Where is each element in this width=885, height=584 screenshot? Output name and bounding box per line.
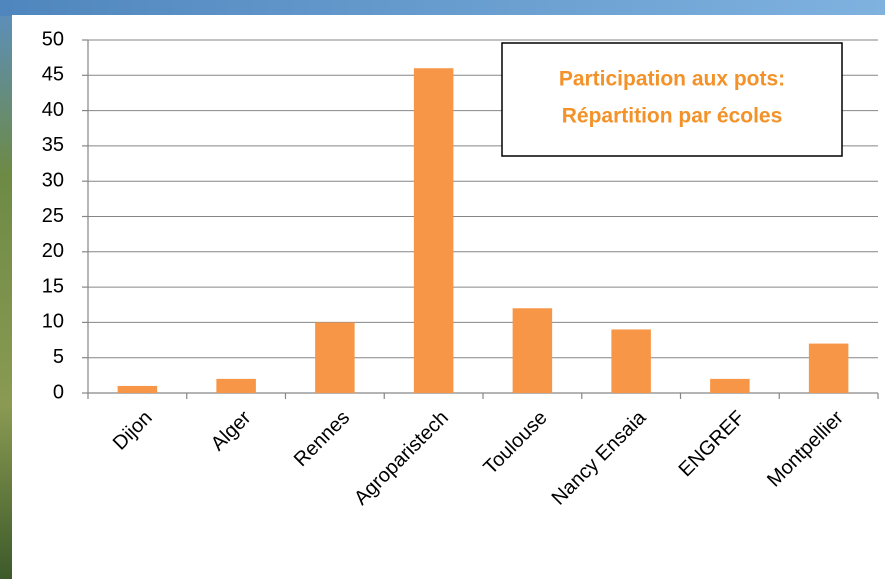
- title-box: [502, 43, 842, 156]
- background-top: [0, 0, 885, 16]
- bar: [315, 322, 355, 393]
- y-tick-label: 5: [53, 346, 64, 368]
- bar: [513, 308, 553, 393]
- page: 05101520253035404550DijonAlgerRennesAgro…: [0, 0, 885, 579]
- y-tick-label: 0: [53, 381, 64, 403]
- y-tick-label: 50: [42, 28, 64, 50]
- y-tick-label: 40: [42, 99, 64, 121]
- y-tick-label: 30: [42, 169, 64, 191]
- annotation: Répartition par écoles: [562, 105, 783, 128]
- bar: [216, 379, 256, 393]
- bar: [118, 386, 158, 393]
- bar: [414, 68, 454, 393]
- bar: [710, 379, 750, 393]
- y-tick-label: 15: [42, 275, 64, 297]
- bar: [611, 329, 651, 393]
- y-tick-label: 35: [42, 134, 64, 156]
- chart: 05101520253035404550DijonAlgerRennesAgro…: [0, 0, 885, 579]
- y-tick-label: 20: [42, 240, 64, 262]
- annotation: Participation aux pots:: [559, 68, 785, 91]
- y-tick-label: 25: [42, 205, 64, 227]
- bar: [809, 344, 849, 393]
- y-tick-label: 10: [42, 311, 64, 333]
- y-tick-label: 45: [42, 64, 64, 86]
